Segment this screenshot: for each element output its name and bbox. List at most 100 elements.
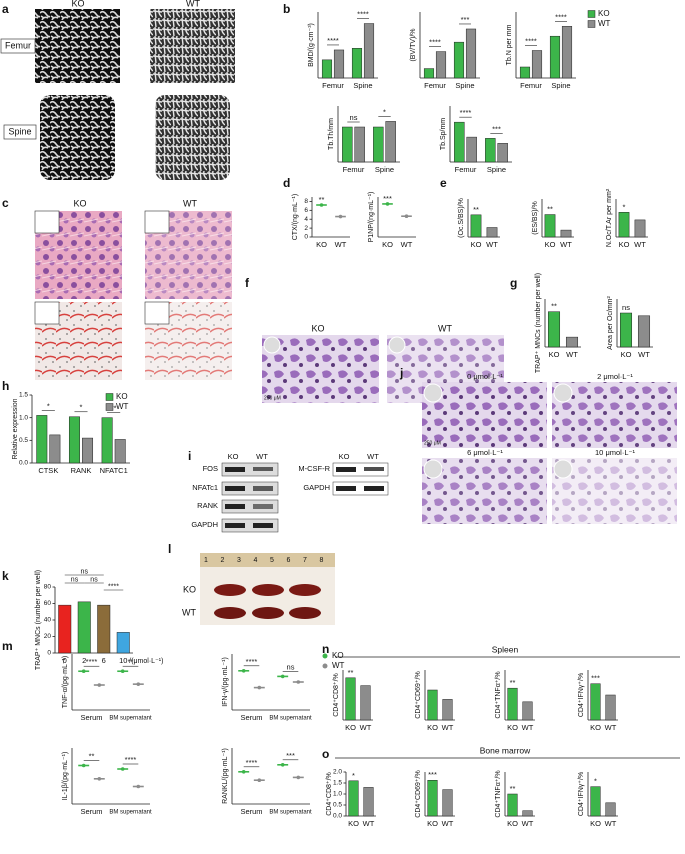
- y-tick-label: 0.0: [19, 460, 28, 467]
- significance: *: [352, 771, 355, 780]
- y-axis-label: Area per Oc/mm²: [607, 295, 614, 349]
- significance: *: [594, 777, 597, 786]
- y-axis-label: IFN-γ/(pg·mL⁻¹): [222, 657, 229, 707]
- x-tick-label: RANK: [71, 466, 92, 475]
- legend-label: WT: [116, 402, 129, 411]
- inset: [144, 301, 170, 325]
- bar: [77, 601, 91, 654]
- significance: **: [89, 751, 95, 760]
- dose-label: 0 μmol·L⁻¹: [467, 372, 503, 381]
- mean-dot: [81, 763, 86, 768]
- significance: *: [80, 403, 83, 412]
- legend-label: KO: [598, 9, 610, 18]
- x-tick-label: KO: [345, 723, 356, 732]
- bar: [454, 121, 465, 163]
- panel-label: g: [510, 276, 517, 290]
- x-tick-label: WT: [335, 240, 347, 249]
- bone: [289, 607, 321, 619]
- bar: [442, 789, 453, 817]
- inset: [144, 210, 170, 234]
- x-tick-label: BM supernatant: [109, 810, 152, 816]
- bone: [214, 584, 246, 596]
- significance: **: [547, 205, 553, 214]
- bar: [453, 41, 465, 79]
- x-tick-label: Spine: [375, 165, 394, 174]
- x-tick-label: KO: [545, 240, 556, 249]
- panel-label: k: [2, 569, 9, 583]
- x-tick-label: NFATC1: [100, 466, 128, 475]
- trap-image: [422, 458, 547, 524]
- image-panels: KO WT Femur Spine KO WT KO WT 250 μM KO …: [0, 0, 680, 759]
- y-axis-label: TRAP⁺ MNCs (number per well): [35, 570, 42, 670]
- panel-label: b: [283, 2, 290, 16]
- x-tick-label: WT: [605, 819, 617, 828]
- col-label: WT: [186, 0, 200, 8]
- significance: ns: [90, 576, 98, 583]
- y-axis-label: N.Oc/T.Ar per mm²: [606, 188, 613, 247]
- significance: ns: [71, 576, 79, 583]
- inset: [34, 210, 60, 234]
- panel-label: m: [2, 639, 13, 653]
- bar: [531, 50, 543, 79]
- y-axis-label: RANKL/(pg·mL⁻¹): [222, 748, 229, 804]
- significance: **: [128, 657, 134, 666]
- significance: **: [473, 205, 479, 214]
- y-axis-label: BMD/(g·cm⁻³): [308, 23, 315, 67]
- blot: [221, 499, 279, 514]
- trap-image: [422, 382, 547, 448]
- x-tick-label: Serum: [80, 713, 102, 722]
- inset: [553, 383, 573, 403]
- mean-dot: [241, 669, 246, 673]
- bar: [547, 311, 561, 348]
- bar: [345, 677, 356, 721]
- mean-dot: [136, 784, 141, 789]
- panel-label: a: [2, 2, 9, 16]
- micro-ct-image: [150, 9, 235, 83]
- ruler-number: 3: [237, 557, 241, 564]
- y-axis-label: TRAP⁺ MNCs (number per well): [535, 273, 542, 373]
- significance: **: [319, 195, 325, 204]
- y-axis-label: IL-1β/(pg·mL⁻¹): [62, 752, 69, 801]
- bone: [214, 607, 246, 619]
- bar: [605, 694, 616, 721]
- label-box: [0, 38, 36, 54]
- ruler-number: 7: [303, 557, 307, 564]
- ruler-number: 8: [320, 557, 324, 564]
- x-tick-label: WT: [522, 723, 534, 732]
- y-tick-label: 8: [304, 198, 308, 205]
- y-axis-label: Relative expression: [12, 398, 19, 459]
- scale-label: 250 μM: [264, 395, 281, 401]
- inset: [388, 336, 406, 354]
- legend-swatch: [322, 663, 328, 669]
- significance: ns: [287, 662, 295, 671]
- mean-dot: [280, 763, 285, 767]
- x-tick-label: WT: [360, 723, 372, 732]
- ruler-number: 6: [287, 557, 291, 564]
- bar: [470, 214, 482, 238]
- panel-label: d: [283, 176, 290, 190]
- x-tick-label: WT: [638, 350, 650, 359]
- group-title: Spleen: [492, 644, 519, 654]
- x-tick-label: Serum: [80, 807, 102, 816]
- y-tick-label: 0: [304, 234, 308, 241]
- row-label: M-CSF-R: [298, 464, 330, 473]
- bar: [101, 417, 113, 464]
- bar: [466, 136, 477, 163]
- bar: [114, 439, 126, 464]
- mean-dot: [338, 214, 343, 219]
- bar: [507, 687, 518, 721]
- legend-swatch: [587, 20, 596, 28]
- x-tick-label: WT: [401, 240, 413, 249]
- x-tick-label: KO: [549, 350, 560, 359]
- row-label: WT: [182, 607, 196, 617]
- mean-dot: [97, 777, 102, 781]
- bar: [116, 632, 130, 654]
- dose-label: 10 μmol·L⁻¹: [595, 448, 635, 457]
- bar: [435, 51, 447, 79]
- y-axis-label: Tb.Th/mm: [328, 118, 335, 150]
- row-label: RANK: [197, 501, 218, 510]
- dose-label: 2 μmol·L⁻¹: [597, 372, 633, 381]
- significance: ****: [125, 755, 137, 764]
- significance: ***: [286, 751, 295, 760]
- y-axis-label: CD4⁺CD69⁺/%: [415, 770, 422, 817]
